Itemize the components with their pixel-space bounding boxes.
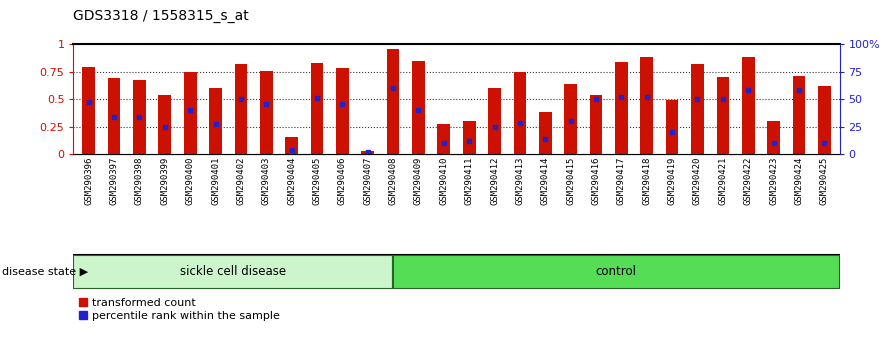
Text: GSM290414: GSM290414: [541, 157, 550, 205]
Bar: [73, 255, 392, 289]
Bar: [134, 80, 146, 154]
Text: GSM290419: GSM290419: [668, 157, 676, 205]
Bar: [513, 72, 526, 154]
Text: GSM290410: GSM290410: [439, 157, 448, 205]
Text: control: control: [596, 265, 637, 278]
Text: GSM290399: GSM290399: [160, 157, 169, 205]
Text: disease state ▶: disease state ▶: [2, 267, 88, 277]
Bar: [437, 124, 450, 154]
Bar: [717, 77, 729, 154]
Bar: [82, 67, 95, 154]
Bar: [159, 95, 171, 154]
Text: GSM290404: GSM290404: [287, 157, 296, 205]
Bar: [641, 57, 653, 154]
Text: GSM290416: GSM290416: [591, 157, 600, 205]
Text: GSM290418: GSM290418: [642, 157, 651, 205]
Text: GSM290405: GSM290405: [313, 157, 322, 205]
Text: GSM290415: GSM290415: [566, 157, 575, 205]
Text: GSM290407: GSM290407: [363, 157, 372, 205]
Bar: [184, 72, 196, 154]
Bar: [361, 151, 374, 154]
Bar: [590, 95, 602, 154]
Bar: [235, 64, 247, 154]
Bar: [539, 112, 552, 154]
Text: GSM290423: GSM290423: [769, 157, 778, 205]
Bar: [793, 76, 806, 154]
Text: GSM290398: GSM290398: [135, 157, 144, 205]
Bar: [336, 68, 349, 154]
Text: GSM290413: GSM290413: [515, 157, 524, 205]
Bar: [564, 84, 577, 154]
Text: GSM290406: GSM290406: [338, 157, 347, 205]
Bar: [818, 86, 831, 154]
Bar: [260, 70, 272, 154]
Legend: transformed count, percentile rank within the sample: transformed count, percentile rank withi…: [79, 298, 280, 321]
Text: GDS3318 / 1558315_s_at: GDS3318 / 1558315_s_at: [73, 9, 249, 23]
Text: GSM290421: GSM290421: [719, 157, 728, 205]
Bar: [285, 137, 298, 154]
Text: GSM290412: GSM290412: [490, 157, 499, 205]
Text: GSM290396: GSM290396: [84, 157, 93, 205]
Bar: [412, 61, 425, 154]
Bar: [615, 62, 628, 154]
Bar: [392, 255, 840, 289]
Text: sickle cell disease: sickle cell disease: [180, 265, 286, 278]
Text: GSM290401: GSM290401: [211, 157, 220, 205]
Text: GSM290402: GSM290402: [237, 157, 246, 205]
Bar: [742, 57, 754, 154]
Bar: [108, 78, 120, 154]
Bar: [209, 88, 222, 154]
Text: GSM290400: GSM290400: [185, 157, 194, 205]
Bar: [311, 63, 323, 154]
Text: GSM290422: GSM290422: [744, 157, 753, 205]
Bar: [463, 121, 476, 154]
Text: GSM290408: GSM290408: [389, 157, 398, 205]
Text: GSM290397: GSM290397: [109, 157, 118, 205]
Bar: [488, 88, 501, 154]
Text: GSM290425: GSM290425: [820, 157, 829, 205]
Bar: [691, 64, 704, 154]
Text: GSM290417: GSM290417: [617, 157, 626, 205]
Text: GSM290420: GSM290420: [693, 157, 702, 205]
Text: GSM290409: GSM290409: [414, 157, 423, 205]
Bar: [666, 100, 678, 154]
Text: GSM290403: GSM290403: [262, 157, 271, 205]
Text: GSM290424: GSM290424: [795, 157, 804, 205]
Text: GSM290411: GSM290411: [465, 157, 474, 205]
Bar: [767, 121, 780, 154]
Bar: [387, 48, 400, 154]
